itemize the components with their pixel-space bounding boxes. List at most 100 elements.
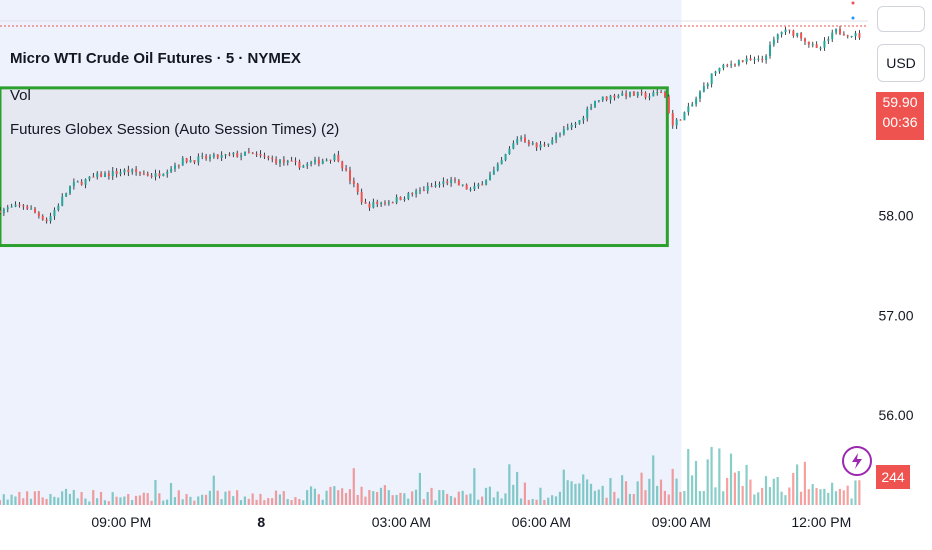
candle xyxy=(166,169,169,178)
volume-bar xyxy=(426,492,429,505)
volume-bar xyxy=(796,464,799,505)
candle xyxy=(784,26,787,35)
candle xyxy=(819,46,822,51)
volume-bar xyxy=(313,488,316,505)
candle xyxy=(298,159,301,170)
volume-bar xyxy=(197,496,200,505)
volume-bar xyxy=(819,489,822,505)
volume-bar xyxy=(53,496,56,505)
candle xyxy=(570,122,573,131)
candle xyxy=(212,152,215,159)
candle xyxy=(205,153,208,161)
volume-bar xyxy=(523,482,526,505)
candle-body xyxy=(107,173,110,177)
candle xyxy=(259,150,262,158)
candle xyxy=(827,36,830,45)
candle xyxy=(96,171,99,180)
volume-bar xyxy=(37,490,40,505)
volume-bar xyxy=(154,480,157,505)
candle xyxy=(469,187,472,192)
candle-body xyxy=(718,67,721,72)
volume-bar xyxy=(220,499,223,505)
candle-body xyxy=(629,91,631,97)
candle-body xyxy=(333,154,336,161)
volume-bar xyxy=(49,494,52,505)
chart-title[interactable]: Micro WTI Crude Oil Futures · 5 · NYMEX xyxy=(10,50,301,67)
volume-bar xyxy=(652,455,655,505)
candle-body xyxy=(317,159,320,164)
volume-bar xyxy=(768,487,771,505)
candle-body xyxy=(621,93,624,96)
candle-body xyxy=(574,123,577,125)
candle-body xyxy=(76,181,79,183)
candle xyxy=(559,132,561,138)
candle xyxy=(364,198,367,204)
candle-body xyxy=(415,190,418,195)
currency-button[interactable]: USD xyxy=(877,44,925,82)
volume-bar xyxy=(216,490,219,505)
candle-body xyxy=(559,133,561,136)
volume-bar xyxy=(621,475,624,505)
candle-body xyxy=(403,198,406,201)
volume-bar xyxy=(411,491,414,505)
candle-body xyxy=(139,172,141,174)
alert-button[interactable] xyxy=(842,446,872,476)
volume-bar xyxy=(29,498,33,505)
candle-body xyxy=(695,98,698,105)
volume-bar xyxy=(88,501,91,505)
volume-bar xyxy=(636,481,639,505)
candle xyxy=(566,123,569,131)
time-axis[interactable]: 09:00 PM 8 03:00 AM 06:00 AM 09:00 AM 12:00 P… xyxy=(91,514,851,530)
candle xyxy=(419,187,421,195)
candle-body xyxy=(6,207,9,210)
volume-bar xyxy=(162,500,165,505)
volume-bar xyxy=(644,490,647,505)
volume-bar xyxy=(531,498,534,505)
candle xyxy=(831,29,834,43)
candle xyxy=(489,171,491,181)
volume-bar xyxy=(123,496,126,505)
candle-body xyxy=(267,156,270,159)
volume-bar xyxy=(846,485,849,505)
volume-bar xyxy=(282,491,285,505)
volume-bar xyxy=(465,494,468,505)
volume-bar xyxy=(224,491,227,505)
candle xyxy=(100,171,103,178)
candle xyxy=(702,82,705,93)
candle xyxy=(37,211,40,219)
candle xyxy=(454,177,456,184)
candle-body xyxy=(310,162,313,164)
candle xyxy=(815,41,818,48)
candle-body xyxy=(372,201,375,208)
volume-bar xyxy=(609,478,612,505)
candle xyxy=(749,54,752,61)
candle-body xyxy=(804,38,806,42)
candle-body xyxy=(551,139,554,144)
candle xyxy=(508,146,511,155)
candle xyxy=(562,125,565,136)
candle xyxy=(792,29,795,38)
candle-body xyxy=(636,92,639,96)
toolbar-button[interactable] xyxy=(877,6,925,32)
candle xyxy=(434,181,437,188)
candle-body xyxy=(858,33,861,38)
indicator-legend[interactable]: Futures Globex Session (Auto Session Tim… xyxy=(10,121,340,138)
candle-body xyxy=(594,100,596,107)
candle-body xyxy=(632,91,635,96)
volume-bar xyxy=(115,496,118,505)
volume-bar xyxy=(127,493,130,505)
volume-bar xyxy=(57,497,60,505)
candle-body xyxy=(566,127,569,130)
volume-bar xyxy=(201,494,204,505)
candle-body xyxy=(465,184,468,190)
volume-bar xyxy=(391,495,394,505)
time-tick-label: 09:00 PM xyxy=(91,514,151,530)
candle-body xyxy=(446,181,449,183)
candle xyxy=(360,188,363,205)
candle-body xyxy=(539,144,542,148)
volume-legend[interactable]: Vol xyxy=(10,87,31,104)
candle xyxy=(403,196,406,202)
candle xyxy=(481,181,484,186)
